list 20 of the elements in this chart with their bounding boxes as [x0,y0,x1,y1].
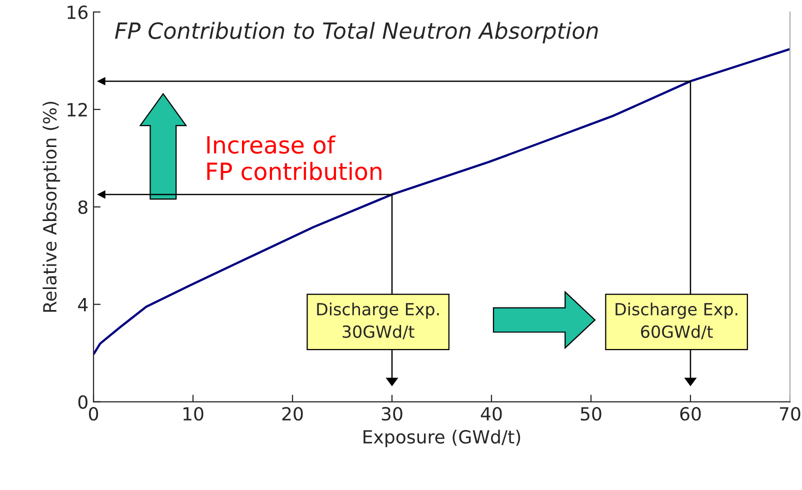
annotation: Discharge Exp. 60GWd/t [616,302,738,340]
chart-title: FP Contribution to Total Neutron Absorption [115,22,598,44]
y-tick-label: 4 [78,298,88,312]
y-tick-label: 16 [68,5,88,20]
x-tick-label: 60 [680,406,701,421]
line-series [94,48,790,355]
x-tick-label: 70 [780,406,800,421]
annotation: Discharge Exp. 30GWd/t [317,302,439,340]
y-axis-title: Relative Absorption (%) [42,102,60,312]
x-axis-title: Exposure (GWd/t) [364,430,520,448]
x-tick-label: 0 [88,406,98,421]
y-tick-label: 8 [78,200,88,214]
x-tick-label: 20 [282,406,303,421]
x-tick-label: 10 [184,406,204,421]
y-tick-label: 0 [78,395,88,409]
x-tick-label: 30 [382,406,402,421]
x-tick-label: 50 [580,406,602,421]
x-tick-label: 40 [480,406,502,421]
annotation: Increase of FP contribution [207,135,382,180]
y-tick-label: 12 [68,102,87,116]
